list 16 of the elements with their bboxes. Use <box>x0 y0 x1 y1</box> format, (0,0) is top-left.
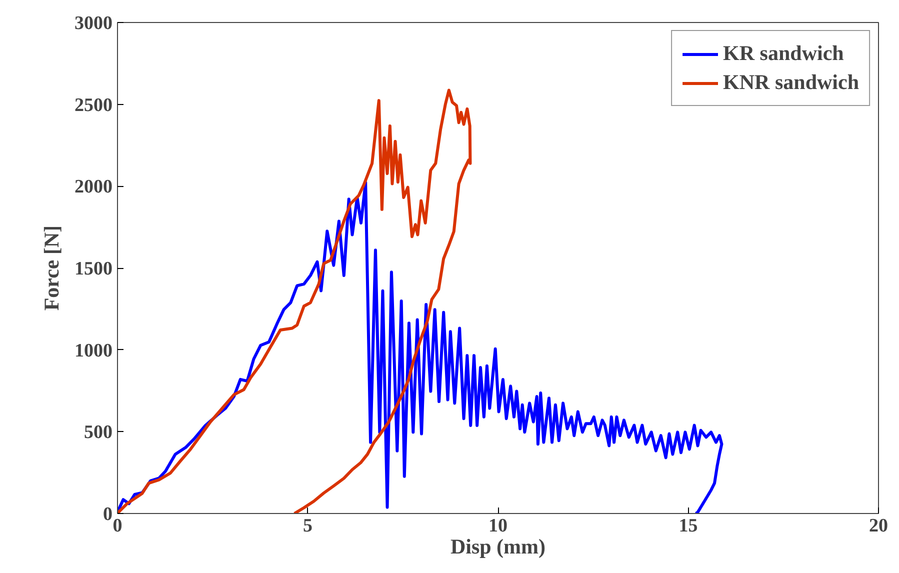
x-tick-label: 5 <box>303 516 312 536</box>
y-tick-label: 1000 <box>74 340 112 362</box>
y-axis-title: Force [N] <box>40 225 64 311</box>
x-tick-label: 15 <box>678 516 698 536</box>
x-tick-label: 20 <box>869 516 888 536</box>
line-series <box>118 88 472 514</box>
legend-label: KR sandwich <box>723 41 844 66</box>
x-tick-label: 10 <box>488 516 508 536</box>
y-tick-label: 500 <box>84 422 112 444</box>
y-tick-label: 2000 <box>74 176 112 198</box>
y-tick-label: 3000 <box>74 13 112 34</box>
legend-label: KNR sandwich <box>723 70 859 95</box>
x-axis-title: Disp (mm) <box>450 534 546 558</box>
line-series <box>118 180 724 514</box>
y-tick-label: 2500 <box>74 94 112 116</box>
y-tick-label: 1500 <box>74 258 112 280</box>
